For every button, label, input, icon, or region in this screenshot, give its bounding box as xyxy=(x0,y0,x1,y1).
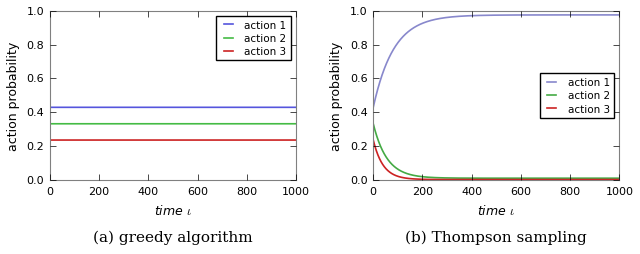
action 3 xyxy=(292,139,300,142)
action 1 xyxy=(369,106,377,109)
action 3 xyxy=(464,178,472,181)
action 1 xyxy=(261,106,269,109)
action 3 xyxy=(397,176,405,179)
action 2 xyxy=(397,170,405,173)
action 3 xyxy=(584,178,592,181)
action 3 xyxy=(412,178,420,181)
Line: action 1: action 1 xyxy=(373,16,620,108)
action 3 xyxy=(616,178,623,181)
action 1 xyxy=(397,38,405,41)
action 1 xyxy=(292,106,300,109)
action 2 xyxy=(89,123,97,126)
action 3 xyxy=(89,139,97,142)
action 1 xyxy=(89,106,97,109)
Legend: action 1, action 2, action 3: action 1, action 2, action 3 xyxy=(216,17,291,61)
action 3 xyxy=(151,139,159,142)
action 3 xyxy=(474,178,482,181)
action 2 xyxy=(616,177,623,180)
action 3 xyxy=(611,178,618,181)
X-axis label: time $\iota$: time $\iota$ xyxy=(154,203,192,217)
action 3 xyxy=(46,139,54,142)
action 1 xyxy=(151,106,159,109)
action 1 xyxy=(474,15,482,18)
action 3 xyxy=(369,139,377,142)
action 1 xyxy=(584,14,592,17)
Y-axis label: action probability: action probability xyxy=(330,42,343,150)
Legend: action 1, action 2, action 3: action 1, action 2, action 3 xyxy=(540,74,614,118)
Line: action 2: action 2 xyxy=(373,124,620,179)
action 3 xyxy=(261,139,269,142)
Text: (b) Thompson sampling: (b) Thompson sampling xyxy=(405,230,587,244)
action 1 xyxy=(74,106,82,109)
action 2 xyxy=(369,123,377,126)
action 3 xyxy=(140,139,148,142)
action 2 xyxy=(151,123,159,126)
action 1 xyxy=(616,14,623,17)
Line: action 3: action 3 xyxy=(373,140,620,180)
action 2 xyxy=(287,123,295,126)
action 2 xyxy=(74,123,82,126)
action 2 xyxy=(140,123,148,126)
action 3 xyxy=(287,139,295,142)
action 1 xyxy=(287,106,295,109)
action 2 xyxy=(261,123,269,126)
X-axis label: time $\iota$: time $\iota$ xyxy=(477,203,515,217)
action 1 xyxy=(464,15,472,18)
action 1 xyxy=(611,14,618,17)
action 1 xyxy=(412,26,420,29)
Text: (a) greedy algorithm: (a) greedy algorithm xyxy=(93,230,253,244)
action 2 xyxy=(474,177,482,180)
action 1 xyxy=(46,106,54,109)
action 2 xyxy=(412,174,420,178)
action 3 xyxy=(74,139,82,142)
action 2 xyxy=(464,177,472,180)
action 1 xyxy=(140,106,148,109)
action 2 xyxy=(292,123,300,126)
action 2 xyxy=(46,123,54,126)
action 2 xyxy=(611,177,618,180)
Y-axis label: action probability: action probability xyxy=(6,42,20,150)
action 2 xyxy=(584,177,592,180)
